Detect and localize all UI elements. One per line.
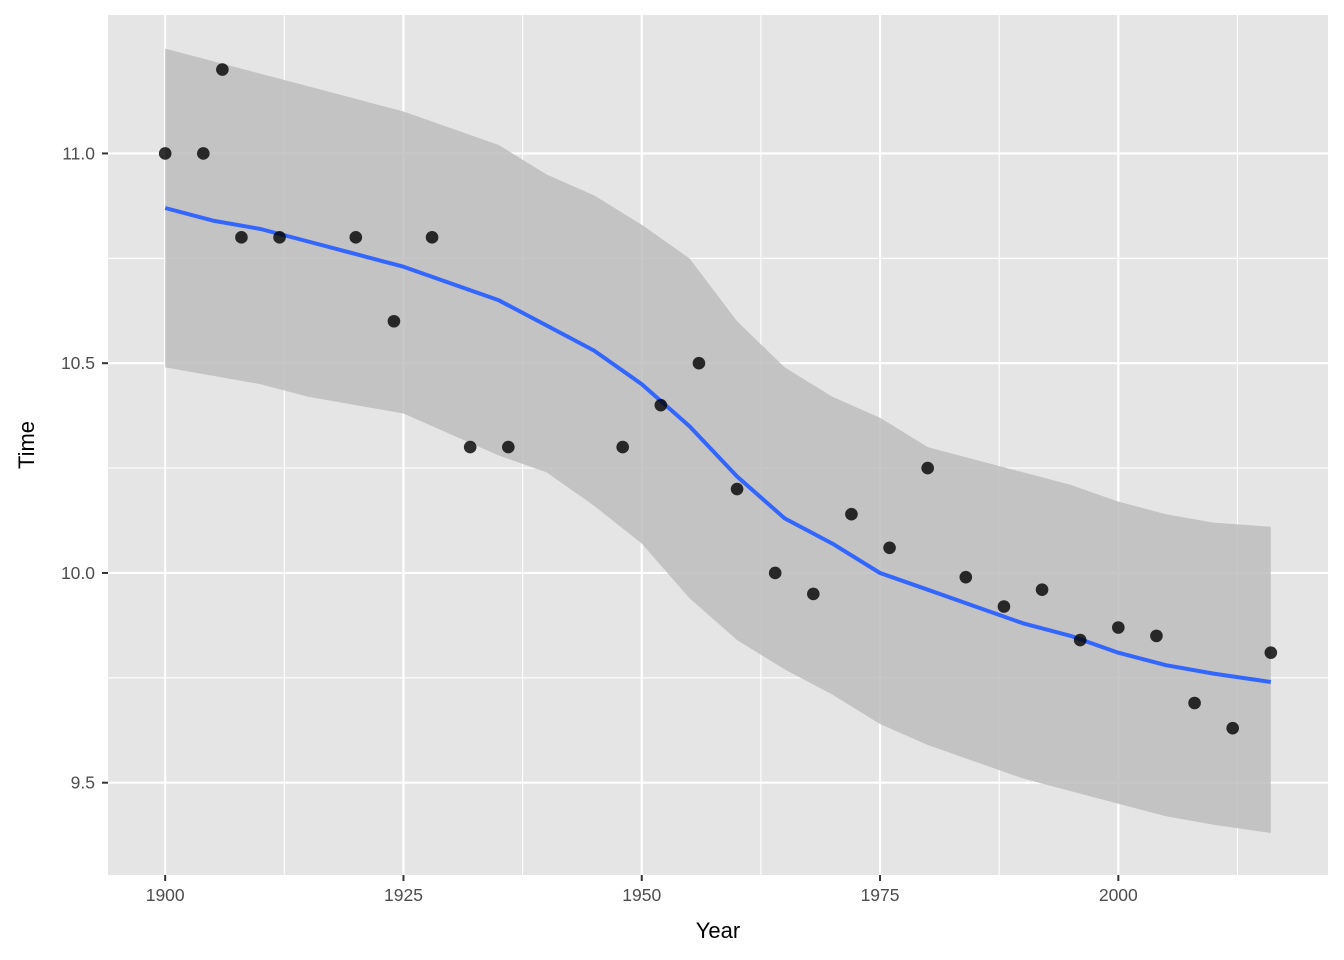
data-point <box>425 231 439 244</box>
y-tick-label: 10.5 <box>61 353 95 373</box>
data-point <box>216 63 229 76</box>
data-point <box>502 440 515 454</box>
data-point <box>959 570 973 584</box>
y-axis-title: Time <box>14 421 39 469</box>
y-tick-label: 10.0 <box>61 563 95 583</box>
data-point <box>1035 583 1049 597</box>
data-point <box>158 147 172 160</box>
data-point <box>463 440 477 454</box>
x-tick-label: 1925 <box>384 885 423 905</box>
data-point <box>768 566 782 580</box>
data-point <box>1112 621 1125 634</box>
data-point <box>730 482 744 496</box>
y-tick-label: 11.0 <box>62 143 95 163</box>
x-tick-label: 1975 <box>861 885 900 905</box>
data-point <box>1073 633 1087 647</box>
data-point <box>1264 646 1278 659</box>
data-point <box>807 587 820 601</box>
x-tick-label: 1950 <box>622 885 661 905</box>
data-point <box>883 541 896 555</box>
data-point <box>654 398 668 412</box>
data-points <box>158 63 1278 735</box>
data-point <box>1226 721 1239 735</box>
y-axis: 9.5 10.0 10.5 11.0 <box>61 143 108 793</box>
data-point <box>845 507 858 521</box>
data-point <box>692 356 706 370</box>
data-point <box>387 314 401 328</box>
data-point <box>235 231 248 244</box>
data-point <box>349 231 363 244</box>
data-point <box>997 600 1011 613</box>
data-point <box>1188 696 1201 710</box>
data-point <box>921 461 934 475</box>
x-axis-title: Year <box>696 918 740 943</box>
data-point <box>616 440 629 454</box>
x-axis: 1900 1925 1950 1975 2000 <box>146 875 1138 905</box>
confidence-band <box>165 48 1271 834</box>
y-tick-label: 9.5 <box>71 773 95 793</box>
data-point <box>197 147 210 160</box>
data-point <box>1150 629 1163 643</box>
x-tick-label: 1900 <box>146 885 185 905</box>
data-point <box>273 231 286 244</box>
x-tick-label: 2000 <box>1099 885 1138 905</box>
